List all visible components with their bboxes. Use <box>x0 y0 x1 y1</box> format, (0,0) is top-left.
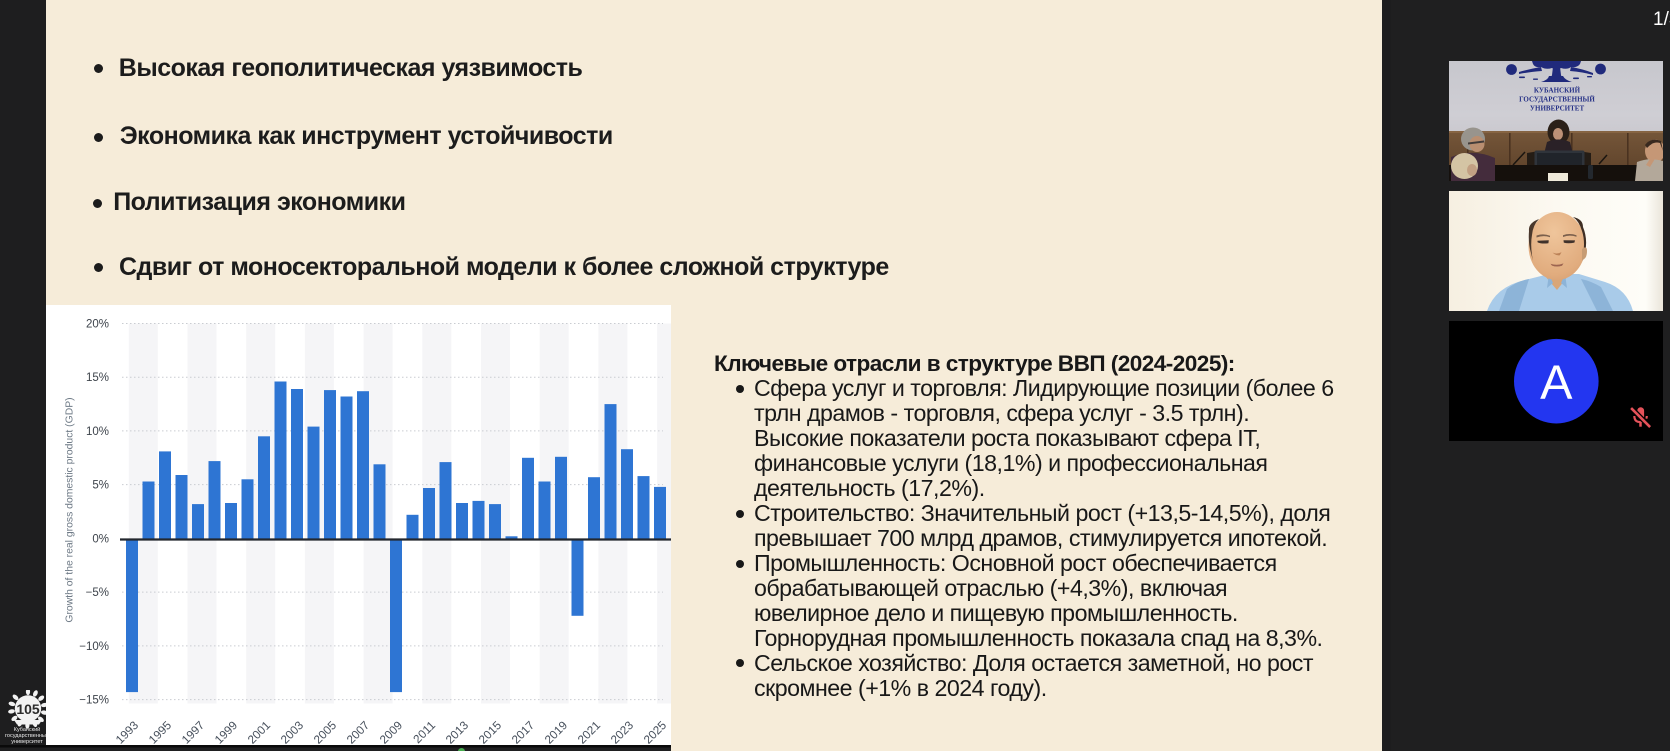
svg-text:2007: 2007 <box>344 718 372 746</box>
svg-text:2025: 2025 <box>641 718 670 747</box>
svg-text:2003: 2003 <box>278 718 307 747</box>
svg-text:2009: 2009 <box>377 718 405 746</box>
svg-text:105: 105 <box>16 701 40 717</box>
svg-text:5%: 5% <box>92 480 109 492</box>
svg-text:2005: 2005 <box>311 718 340 747</box>
svg-text:10%: 10% <box>86 426 109 438</box>
svg-text:ГОСУДАРСТВЕННЫЙ: ГОСУДАРСТВЕННЫЙ <box>1519 96 1595 104</box>
svg-text:−10%: −10% <box>79 641 109 653</box>
svg-text:государственный: государственный <box>5 732 46 739</box>
svg-text:1993: 1993 <box>113 718 142 747</box>
svg-text:15%: 15% <box>86 372 109 384</box>
svg-text:2023: 2023 <box>608 718 637 747</box>
svg-text:университет: университет <box>11 739 43 745</box>
svg-text:0%: 0% <box>92 534 109 546</box>
svg-text:1999: 1999 <box>212 718 240 746</box>
svg-text:2019: 2019 <box>542 718 570 746</box>
svg-text:20%: 20% <box>86 319 109 331</box>
svg-text:−15%: −15% <box>79 695 109 707</box>
svg-text:2011: 2011 <box>410 718 438 746</box>
svg-text:2001: 2001 <box>245 718 273 746</box>
svg-text:2017: 2017 <box>509 718 537 746</box>
svg-text:−5%: −5% <box>86 587 109 599</box>
svg-text:1997: 1997 <box>179 718 207 746</box>
svg-text:2015: 2015 <box>476 718 505 747</box>
svg-text:УНИВЕРСИТЕТ: УНИВЕРСИТЕТ <box>1530 105 1585 113</box>
svg-text:A: A <box>1540 356 1573 410</box>
svg-text:2021: 2021 <box>575 718 603 746</box>
svg-text:Growth of the real gross domes: Growth of the real gross domestic produc… <box>65 397 76 622</box>
svg-text:Кубанский: Кубанский <box>14 726 40 733</box>
svg-text:1995: 1995 <box>146 718 175 747</box>
svg-text:КУБАНСКИЙ: КУБАНСКИЙ <box>1534 87 1581 95</box>
svg-text:2013: 2013 <box>443 718 472 747</box>
